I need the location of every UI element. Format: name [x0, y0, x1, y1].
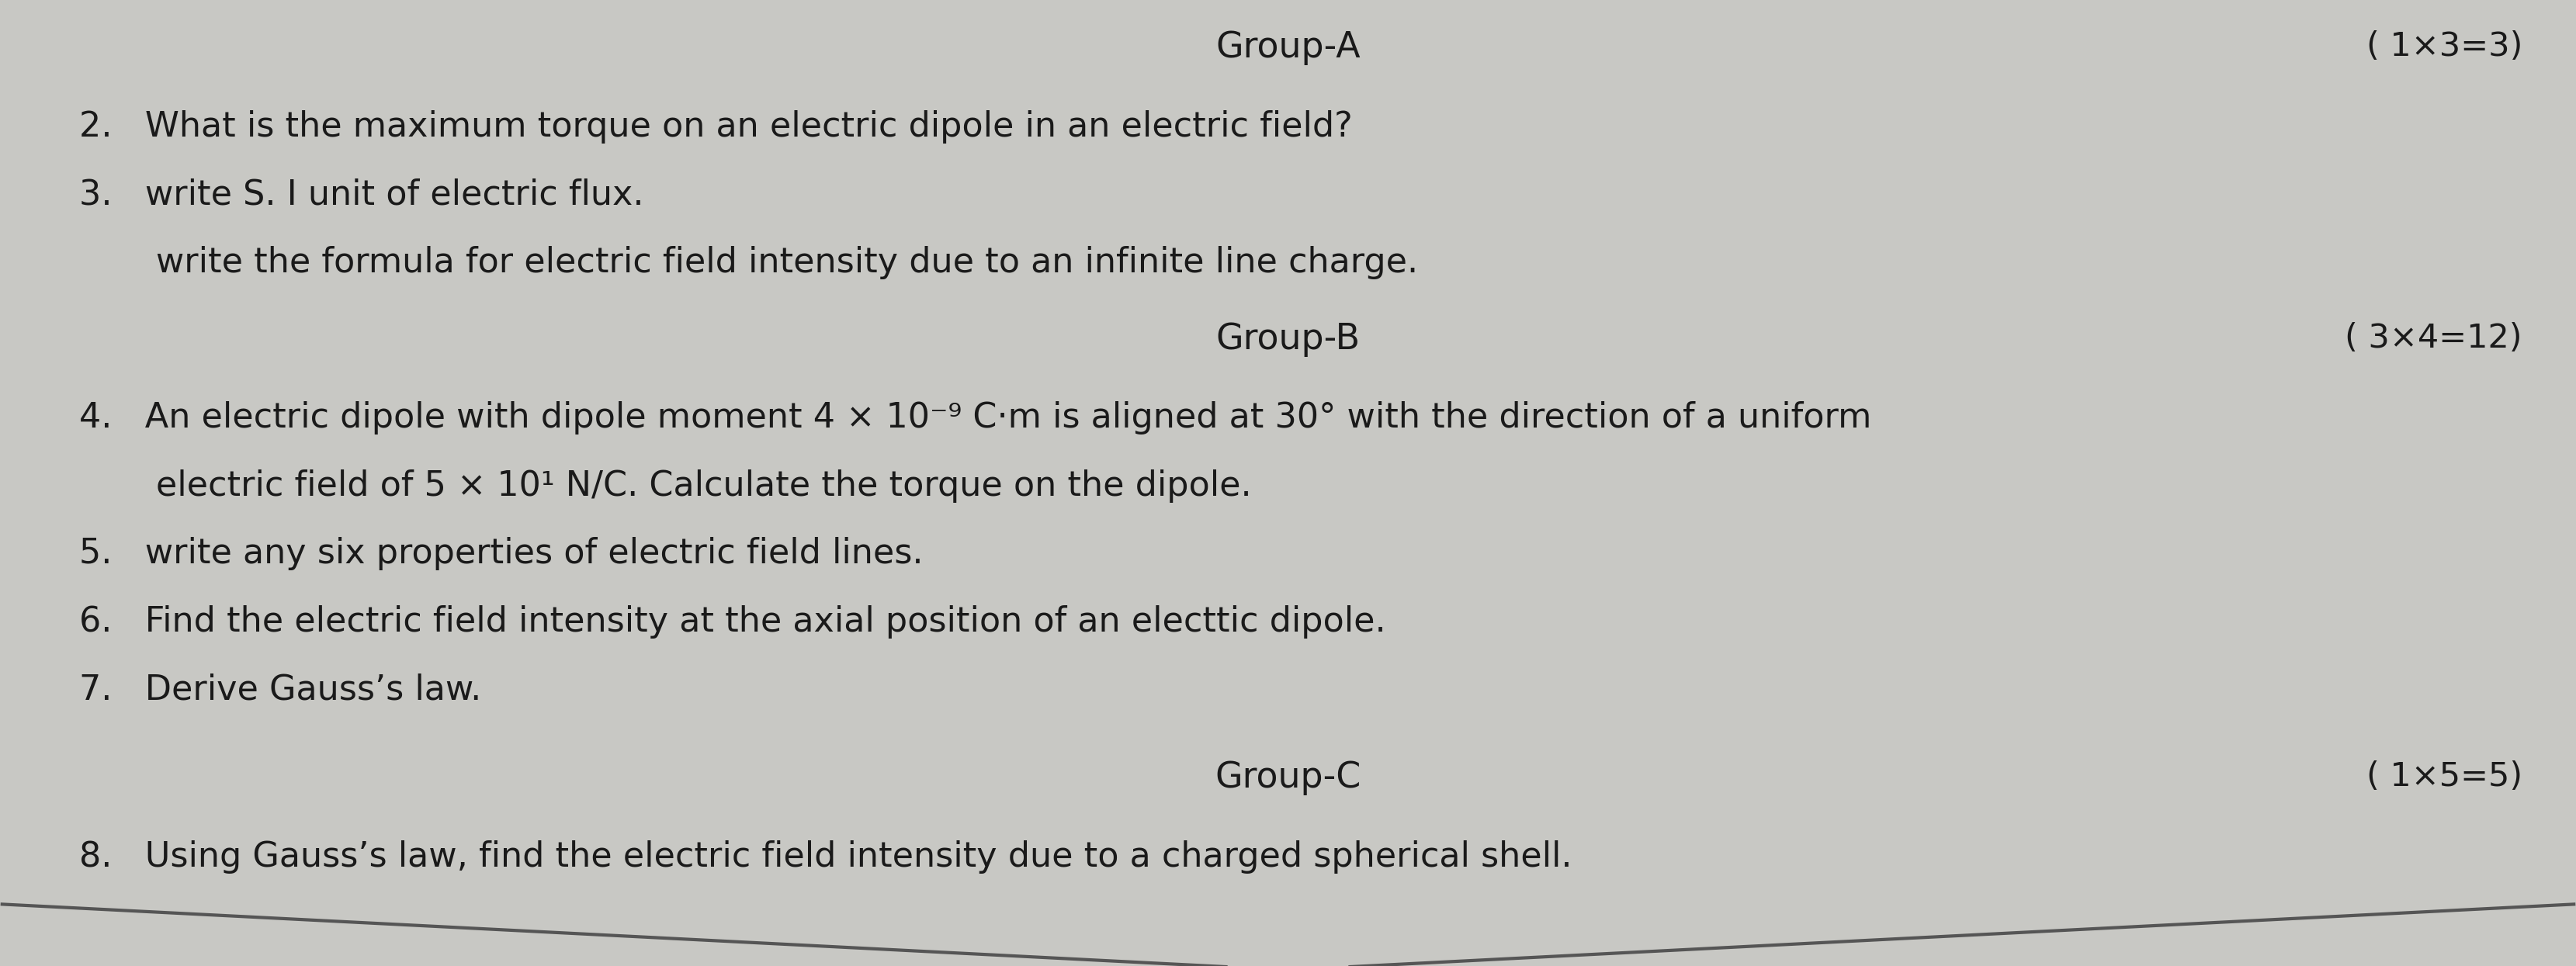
- Text: 6.   Find the electric field intensity at the axial position of an electtic dipo: 6. Find the electric field intensity at …: [80, 605, 1386, 639]
- Text: write the formula for electric field intensity due to an infinite line charge.: write the formula for electric field int…: [80, 245, 1419, 279]
- Text: Group-B: Group-B: [1216, 322, 1360, 356]
- Text: ( 3×4=12): ( 3×4=12): [2344, 322, 2522, 355]
- Text: ( 1×3=3): ( 1×3=3): [2367, 30, 2522, 63]
- Text: 2.   What is the maximum torque on an electric dipole in an electric field?: 2. What is the maximum torque on an elec…: [80, 110, 1352, 144]
- Text: Group-C: Group-C: [1216, 760, 1360, 795]
- Text: 3.   write S. I unit of electric flux.: 3. write S. I unit of electric flux.: [80, 178, 644, 212]
- Text: ( 1×5=5): ( 1×5=5): [2367, 760, 2522, 793]
- Text: 5.   write any six properties of electric field lines.: 5. write any six properties of electric …: [80, 537, 922, 571]
- Text: 8.   Using Gauss’s law, find the electric field intensity due to a charged spher: 8. Using Gauss’s law, find the electric …: [80, 840, 1571, 873]
- Text: Group-A: Group-A: [1216, 30, 1360, 66]
- Text: 7.   Derive Gauss’s law.: 7. Derive Gauss’s law.: [80, 672, 482, 706]
- Text: electric field of 5 × 10¹ N/C. Calculate the torque on the dipole.: electric field of 5 × 10¹ N/C. Calculate…: [80, 469, 1252, 502]
- Text: 4.   An electric dipole with dipole moment 4 × 10⁻⁹ C·m is aligned at 30° with t: 4. An electric dipole with dipole moment…: [80, 402, 1873, 435]
